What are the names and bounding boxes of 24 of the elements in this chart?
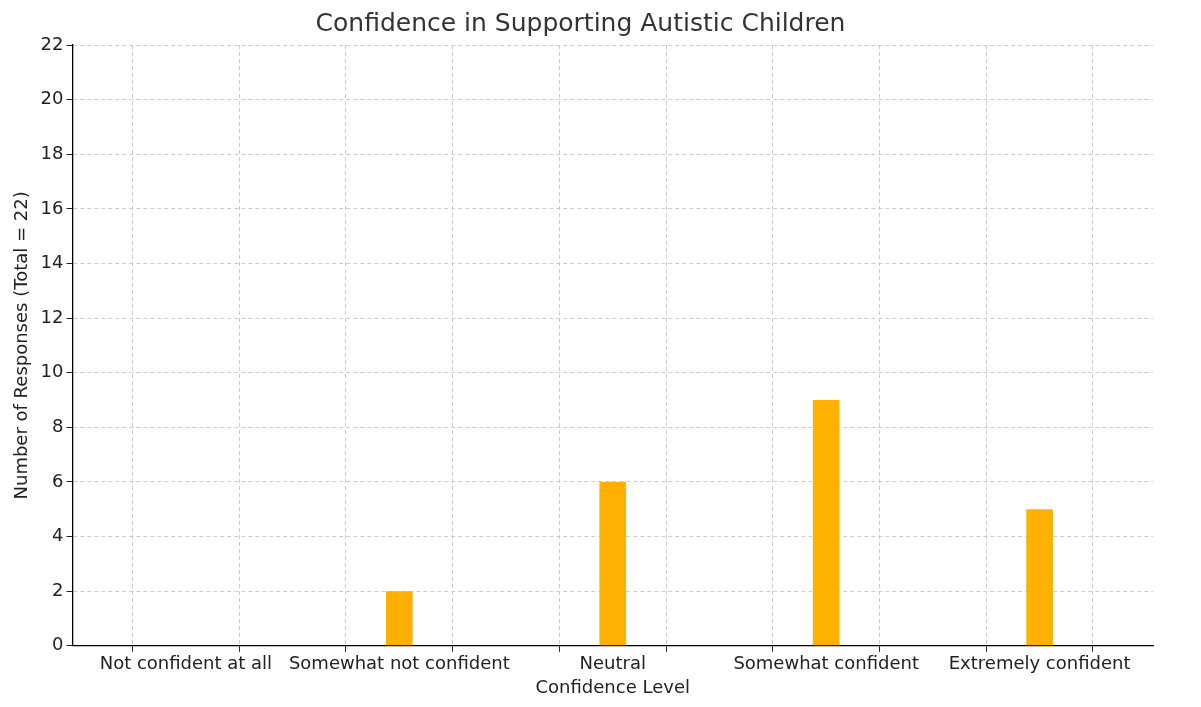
y-tick-label: 18 [40, 141, 64, 163]
x-tick-label: Somewhat confident [733, 652, 919, 674]
y-tick-label: 8 [52, 415, 64, 436]
y-axis-title: Number of Responses (Total = 22) [10, 191, 32, 500]
y-tick-label: 14 [40, 251, 64, 273]
x-axis-title: Confidence Level [535, 675, 690, 697]
x-tick-label: Extremely confident [948, 652, 1131, 674]
bar [385, 591, 413, 646]
bar [1026, 509, 1053, 646]
bar [812, 400, 840, 646]
chart-title: Confidence in Supporting Autistic Children [315, 7, 846, 37]
y-tick-label: 0 [52, 633, 64, 655]
bar [599, 481, 627, 646]
x-tick-label: Not confident at all [99, 652, 273, 674]
y-tick-label: 4 [52, 524, 64, 546]
y-tick-label: 22 [40, 32, 64, 54]
x-tick-label: Somewhat not confident [288, 652, 510, 674]
x-tick-label: Neutral [579, 652, 646, 674]
y-tick-label: 12 [40, 305, 64, 327]
y-tick-label: 20 [40, 87, 64, 109]
y-tick-label: 16 [40, 196, 64, 218]
y-tick-label: 6 [52, 469, 64, 491]
y-tick-label: 10 [40, 360, 64, 382]
y-tick-label: 2 [52, 578, 64, 600]
